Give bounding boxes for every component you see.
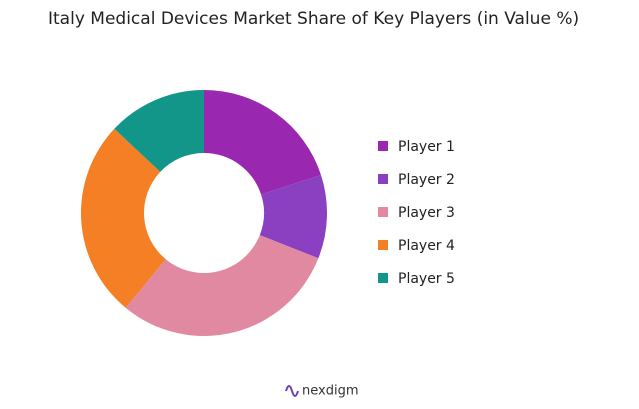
legend-label: Player 4	[398, 238, 455, 254]
pie-slice	[125, 235, 319, 336]
logo-text: nexdigm	[302, 384, 358, 399]
logo-icon	[285, 385, 299, 397]
legend-swatch	[378, 273, 388, 283]
legend-label: Player 2	[398, 172, 455, 188]
legend-swatch	[378, 174, 388, 184]
legend-label: Player 5	[398, 271, 455, 287]
legend-label: Player 1	[398, 139, 455, 155]
legend-label: Player 3	[398, 205, 455, 221]
pie-slice	[204, 90, 321, 195]
pie-slice	[259, 174, 327, 259]
pie-slice	[81, 128, 166, 308]
pie-slice	[114, 90, 204, 172]
chart-title: Italy Medical Devices Market Share of Ke…	[48, 9, 580, 29]
legend-swatch	[378, 207, 388, 217]
legend-swatch	[378, 141, 388, 151]
legend-swatch	[378, 240, 388, 250]
